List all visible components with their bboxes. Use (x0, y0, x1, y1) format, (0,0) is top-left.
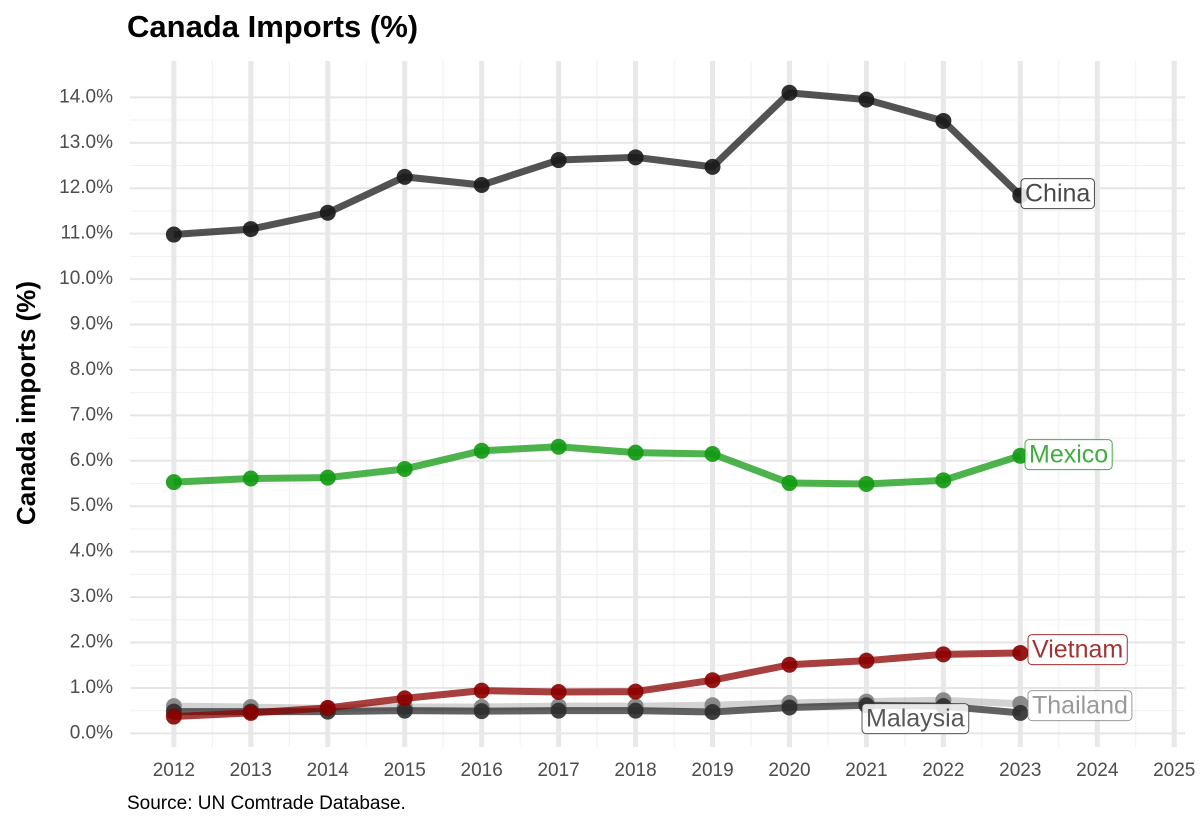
x-tick-label: 2019 (691, 760, 733, 781)
data-point (396, 460, 413, 477)
y-tick-label: 1.0% (70, 677, 113, 698)
y-tick-label: 12.0% (59, 177, 113, 198)
data-point (550, 152, 567, 169)
data-point (319, 699, 336, 716)
y-tick-label: 11.0% (61, 223, 114, 244)
x-tick-label: 2022 (922, 760, 964, 781)
data-point (627, 444, 644, 461)
label-box (1027, 690, 1133, 722)
series-label: Mexico (1024, 439, 1113, 471)
data-point (550, 684, 567, 701)
y-tick-label: 6.0% (70, 450, 113, 471)
data-point (781, 656, 798, 673)
y-axis-label: Canada imports (%) (11, 281, 41, 525)
x-tick-label: 2014 (307, 760, 350, 781)
x-tick-label: 2023 (999, 760, 1041, 781)
data-point (319, 204, 336, 221)
data-point (935, 472, 952, 489)
grid (130, 61, 1185, 747)
x-tick-label: 2020 (768, 760, 810, 781)
series-line (173, 89, 1023, 239)
y-tick-label: 2.0% (70, 632, 113, 653)
data-point (396, 702, 413, 719)
data-point (1012, 704, 1029, 721)
x-tick-label: 2013 (230, 760, 272, 781)
label-box (1024, 439, 1113, 471)
y-tick-label: 7.0% (70, 404, 113, 425)
data-point (165, 474, 182, 491)
data-point (319, 469, 336, 486)
series-line (173, 443, 1022, 488)
data-point (242, 221, 259, 238)
x-tick-label: 2018 (614, 760, 656, 781)
data-point (704, 445, 721, 462)
data-point (1012, 447, 1029, 464)
data-point (627, 683, 644, 700)
data-point (704, 704, 721, 721)
legend-label: Malaysia (866, 705, 965, 733)
y-tick-label: 9.0% (70, 314, 113, 335)
data-point (781, 699, 798, 716)
x-tick-label: 2021 (845, 760, 887, 781)
data-point (704, 672, 721, 689)
data-point (858, 652, 875, 669)
data-point (935, 112, 952, 129)
x-tick-label: 2017 (537, 760, 579, 781)
data-point (858, 91, 875, 108)
data-point (473, 682, 490, 699)
data-point (396, 690, 413, 707)
x-tick-label: 2016 (461, 760, 503, 781)
label-box (1020, 178, 1095, 210)
x-tick-label: 2025 (1153, 760, 1195, 781)
data-point (473, 703, 490, 720)
y-tick-label: 0.0% (70, 722, 113, 743)
legend-label: Thailand (1032, 692, 1128, 720)
data-point (165, 226, 182, 243)
label-box (861, 703, 970, 735)
chart-title: Canada Imports (%) (127, 9, 418, 44)
series-line (173, 649, 1021, 721)
legend-label: Mexico (1029, 441, 1108, 469)
data-point (473, 442, 490, 459)
x-tick-label: 2024 (1076, 760, 1119, 781)
data-point (550, 438, 567, 455)
data-point (1012, 644, 1029, 661)
data-point (935, 646, 952, 663)
series-label: Thailand (1027, 690, 1133, 722)
series-label: Malaysia (861, 703, 970, 735)
y-tick-label: 13.0% (59, 132, 113, 153)
y-tick-label: 10.0% (59, 268, 113, 289)
data-point (781, 475, 798, 492)
y-tick-label: 14.0% (59, 86, 113, 107)
caption: Source: UN Comtrade Database. (127, 793, 406, 814)
data-point (550, 702, 567, 719)
data-point (781, 84, 798, 101)
y-tick-label: 8.0% (70, 359, 113, 380)
data-point (473, 177, 490, 194)
data-point (704, 158, 721, 175)
x-tick-label: 2012 (153, 760, 195, 781)
legend-label: Vietnam (1032, 636, 1123, 664)
y-tick-label: 3.0% (70, 586, 113, 607)
x-tick-label: 2015 (384, 760, 426, 781)
label-box (1027, 634, 1128, 666)
series-label: China (1020, 178, 1095, 210)
data-point (396, 168, 413, 185)
series-label: Vietnam (1027, 634, 1128, 666)
y-tick-label: 5.0% (70, 495, 113, 516)
data-point (627, 702, 644, 719)
data-point (165, 708, 182, 725)
data-point (627, 149, 644, 166)
y-tick-label: 4.0% (70, 541, 113, 562)
data-point (242, 704, 259, 721)
data-point (242, 470, 259, 487)
legend-label: China (1025, 180, 1090, 208)
data-point (858, 475, 875, 492)
